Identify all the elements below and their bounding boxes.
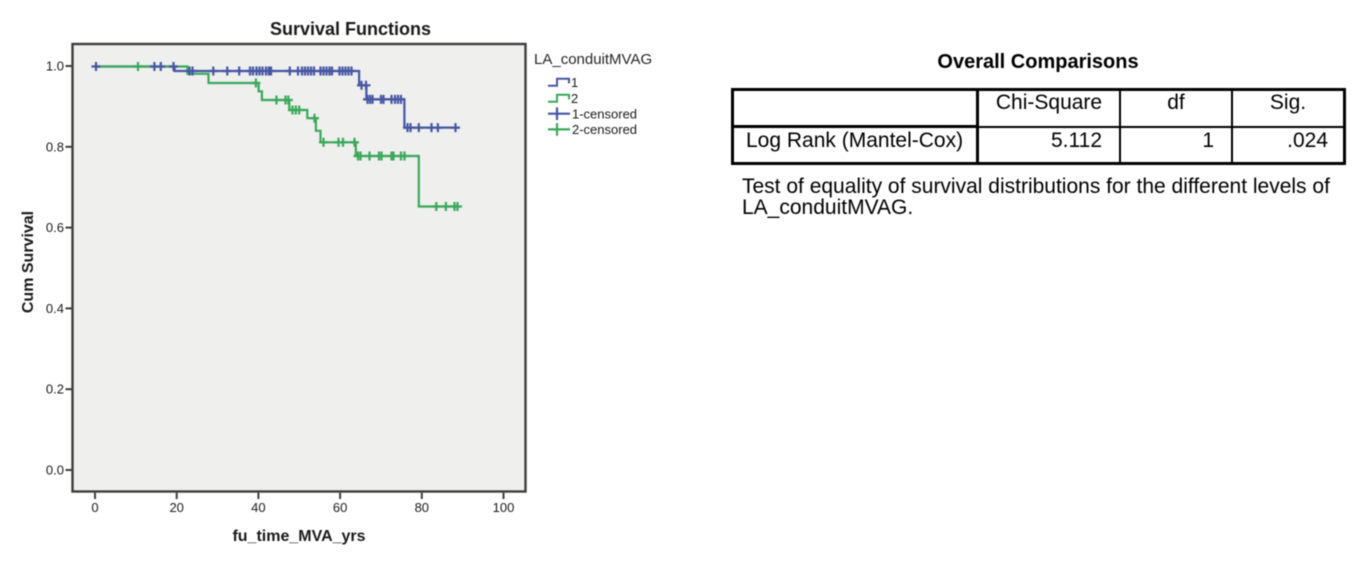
svg-text:0.0: 0.0 bbox=[46, 463, 64, 478]
svg-text:0.8: 0.8 bbox=[46, 139, 64, 154]
svg-text:20: 20 bbox=[169, 500, 183, 515]
svg-text:1: 1 bbox=[571, 75, 578, 90]
svg-text:0: 0 bbox=[91, 500, 98, 515]
svg-text:100: 100 bbox=[493, 500, 515, 515]
svg-text:2-censored: 2-censored bbox=[572, 122, 637, 137]
svg-text:1.0: 1.0 bbox=[46, 59, 64, 74]
svg-text:1-censored: 1-censored bbox=[572, 106, 637, 121]
svg-text:40: 40 bbox=[251, 500, 265, 515]
svg-text:80: 80 bbox=[415, 500, 429, 515]
svg-text:2: 2 bbox=[571, 91, 578, 106]
svg-text:fu_time_MVA_yrs: fu_time_MVA_yrs bbox=[232, 528, 365, 545]
svg-text:0.4: 0.4 bbox=[46, 301, 64, 316]
svg-text:Cum Survival: Cum Survival bbox=[20, 211, 37, 313]
svg-text:60: 60 bbox=[333, 500, 347, 515]
svg-text:0.2: 0.2 bbox=[46, 382, 64, 397]
svg-text:0.6: 0.6 bbox=[46, 220, 64, 235]
svg-text:LA_conduitMVAG: LA_conduitMVAG bbox=[534, 51, 652, 68]
svg-text:Survival Functions: Survival Functions bbox=[270, 19, 431, 39]
